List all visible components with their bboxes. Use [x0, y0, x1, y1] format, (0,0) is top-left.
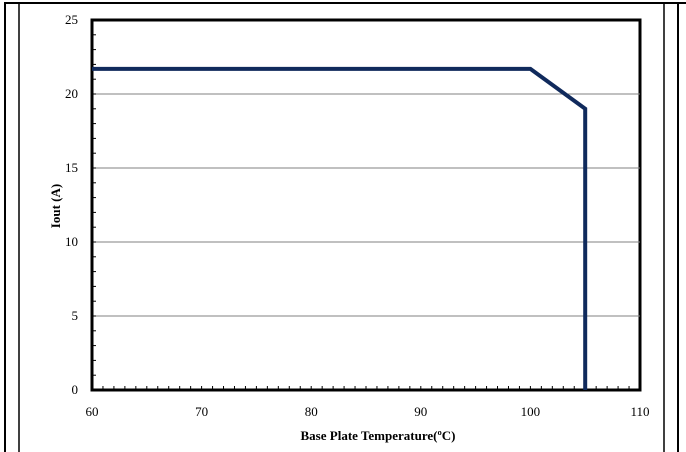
y-tick-labels: 0 5 10 15 20 25	[65, 12, 78, 397]
y-axis-title: Iout (A)	[48, 184, 63, 228]
plot-frame	[90, 18, 642, 392]
x-tick-label: 100	[521, 404, 541, 419]
x-tick-label: 60	[86, 404, 99, 419]
x-tick-label: 80	[305, 404, 318, 419]
x-tick-label: 70	[195, 404, 208, 419]
series-layer	[92, 66, 588, 390]
y-tick-label: 25	[65, 12, 78, 27]
y-tick-label: 15	[65, 160, 78, 175]
x-tick-labels: 60 70 80 90 100 110	[86, 404, 650, 419]
y-tick-label: 0	[72, 382, 79, 397]
y-tick-label: 20	[65, 86, 78, 101]
series-line	[92, 66, 588, 390]
y-tick-label: 5	[72, 308, 79, 323]
x-tick-label: 110	[630, 404, 649, 419]
x-axis-title: Base Plate Temperature(ºC)	[301, 428, 456, 443]
minor-ticks	[91, 19, 641, 391]
grid-lines	[92, 93, 640, 317]
y-tick-label: 10	[65, 234, 78, 249]
x-tick-label: 90	[414, 404, 427, 419]
